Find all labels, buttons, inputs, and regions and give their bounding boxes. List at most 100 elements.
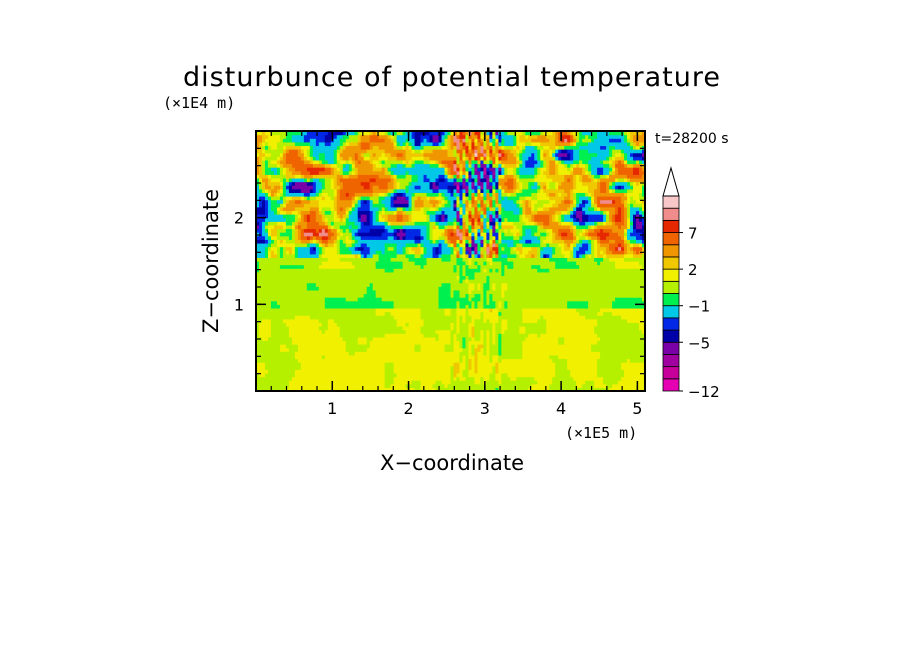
heatmap-cell [423,188,428,193]
heatmap-cell [345,228,350,233]
heatmap-cell [429,271,434,277]
heatmap-cell [318,268,323,273]
heatmap-cell [459,318,464,323]
heatmap-cell [456,210,461,215]
heatmap-cell [270,228,275,233]
heatmap-cell [438,163,443,168]
heatmap-cell [363,336,368,342]
heatmap-cell [402,170,407,175]
heatmap-cell [327,257,332,262]
heatmap-cell [336,279,341,284]
heatmap-cell [459,369,464,374]
heatmap-cell [291,253,296,258]
heatmap-cell [261,282,266,287]
heatmap-cell [351,347,356,352]
heatmap-cell [321,333,326,338]
heatmap-cell [408,170,413,175]
heatmap-cell [306,214,311,219]
heatmap-cell [261,224,266,230]
heatmap-cell [321,192,326,197]
heatmap-cell [381,304,386,309]
heatmap-cell [453,365,458,370]
heatmap-cell [363,289,368,295]
heatmap-cell [462,326,467,331]
heatmap-cell [402,293,407,298]
heatmap-cell [438,351,443,356]
heatmap-cell [279,336,284,342]
heatmap-cell [336,152,341,157]
heatmap-cell [354,268,359,273]
heatmap-cell [285,149,290,154]
heatmap-cell [429,188,434,193]
heatmap-cell [306,221,311,226]
heatmap-cell [348,138,353,143]
heatmap-cell [432,170,437,175]
heatmap-cell [312,217,317,222]
heatmap-cell [297,159,302,165]
heatmap-cell [363,217,368,222]
heatmap-cell [294,304,299,309]
heatmap-cell [306,177,311,183]
heatmap-cell [420,149,425,154]
heatmap-cell [393,235,398,240]
heatmap-cell [288,253,293,258]
heatmap-cell [345,224,350,230]
heatmap-cell [411,253,416,258]
heatmap-cell [450,228,455,233]
heatmap-cell [408,203,413,208]
heatmap-cell [258,286,263,291]
heatmap-cell [369,145,374,150]
heatmap-cell [402,203,407,208]
heatmap-cell [306,141,311,147]
heatmap-cell [309,185,314,190]
heatmap-cell [384,159,389,165]
heatmap-cell [432,239,437,244]
heatmap-cell [267,365,272,370]
heatmap-cell [411,228,416,233]
heatmap-cell [405,279,410,284]
heatmap-cell [390,293,395,298]
heatmap-cell [264,347,269,352]
heatmap-cell [435,210,440,215]
heatmap-cell [303,387,308,392]
heatmap-cell [321,156,326,161]
heatmap-cell [435,268,440,273]
heatmap-cell [327,322,332,327]
heatmap-cell [372,174,377,179]
heatmap-cell [282,380,287,385]
heatmap-cell [348,261,353,266]
heatmap-cell [363,181,368,186]
heatmap-cell [318,134,323,139]
heatmap-cell [321,358,326,363]
heatmap-cell [381,351,386,356]
heatmap-cell [273,228,278,233]
heatmap-cell [390,261,395,266]
heatmap-cell [264,134,269,139]
heatmap-cell [300,152,305,157]
heatmap-cell [423,250,428,255]
heatmap-cell [294,383,299,388]
heatmap-cell [315,336,320,342]
heatmap-cell [402,376,407,381]
heatmap-cell [450,206,455,212]
heatmap-cell [444,376,449,381]
heatmap-cell [447,206,452,212]
heatmap-cell [456,383,461,388]
heatmap-cell [312,138,317,143]
heatmap-cell [357,145,362,150]
heatmap-cell [258,214,263,219]
heatmap-cell [456,289,461,295]
heatmap-cell [282,181,287,186]
heatmap-cell [408,138,413,143]
heatmap-cell [429,210,434,215]
heatmap-cell [333,152,338,157]
heatmap-cell [435,362,440,367]
heatmap-cell [327,185,332,190]
heatmap-cell [408,246,413,251]
heatmap-cell [420,174,425,179]
heatmap-cell [321,318,326,323]
heatmap-cell [420,188,425,193]
heatmap-cell [306,131,311,136]
heatmap-cell [303,297,308,302]
heatmap-cell [303,188,308,193]
